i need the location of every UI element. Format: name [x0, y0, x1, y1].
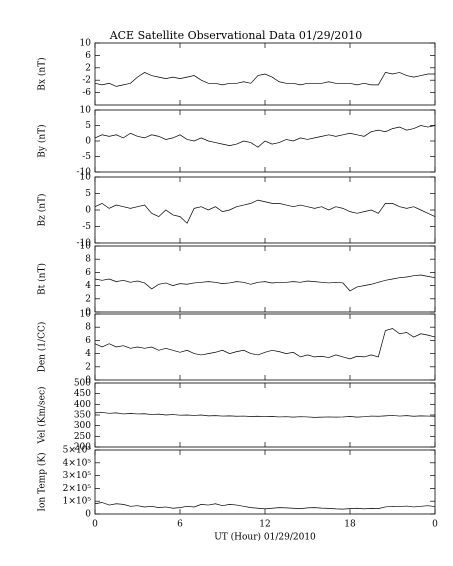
y-tick-label: -5: [82, 222, 91, 232]
y-tick-label: -2: [82, 76, 91, 86]
y-tick-label: 4: [85, 349, 91, 359]
data-line: [94, 274, 436, 292]
y-tick-label: 5: [85, 189, 91, 199]
y-tick-label: -10: [77, 168, 92, 178]
y-axis-label: Bx (nT): [37, 57, 48, 90]
y-tick-label: -5: [82, 152, 91, 162]
y-tick-label: 10: [80, 310, 92, 320]
data-line: [94, 328, 436, 360]
y-tick-label: 0: [85, 308, 91, 318]
y-tick-label: 2: [85, 63, 91, 73]
y-tick-label: 0: [85, 137, 91, 147]
x-tick-label: 0: [92, 520, 98, 530]
panel-frame: [94, 449, 436, 515]
x-tick-label: 0: [432, 520, 438, 530]
panel-frame: [94, 313, 436, 381]
y-axis-label: Bz (nT): [37, 193, 48, 226]
y-axis-label: Den (1/CC): [37, 322, 48, 373]
x-tick-label: 12: [259, 520, 270, 530]
y-tick-label: 300: [74, 421, 91, 431]
y-tick-label: 5×10⁵: [63, 446, 92, 456]
y-tick-label: 10: [80, 39, 92, 49]
y-tick-label: 8: [85, 323, 91, 333]
y-tick-label: 2: [85, 294, 91, 304]
x-tick-label: 18: [344, 520, 356, 530]
y-tick-label: 400: [74, 400, 91, 410]
y-tick-label: 10: [80, 173, 92, 183]
y-tick-label: 6: [85, 268, 91, 278]
y-tick-label: 4×10⁵: [63, 458, 92, 468]
y-tick-label: 3×10⁵: [63, 471, 92, 481]
y-tick-label: 0: [85, 206, 91, 216]
y-tick-label: 5: [85, 121, 91, 131]
y-tick-label: 1×10⁵: [63, 497, 92, 507]
data-line: [94, 72, 435, 87]
y-tick-label: -6: [82, 88, 91, 98]
data-line: [94, 502, 436, 510]
y-tick-label: 350: [74, 411, 91, 421]
x-axis-label: UT (Hour) 01/29/2010: [214, 532, 316, 543]
data-line: [94, 412, 436, 418]
panel-frame: [94, 245, 436, 313]
y-tick-label: 10: [80, 242, 92, 252]
y-tick-label: 250: [74, 432, 91, 442]
panel-frame: [94, 382, 436, 448]
panel-frame: [94, 176, 436, 244]
data-line: [94, 199, 436, 224]
y-tick-label: 0: [85, 510, 91, 520]
y-axis-label: By (nT): [37, 124, 48, 157]
y-tick-label: 0: [85, 376, 91, 386]
y-axis-label: Ion Temp (K): [37, 452, 48, 511]
chart-title: ACE Satellite Observational Data 01/29/2…: [109, 29, 363, 42]
y-tick-label: 10: [80, 106, 92, 116]
y-tick-label: -10: [77, 239, 92, 249]
y-tick-label: 6: [85, 336, 91, 346]
y-axis-label: Bt (nT): [37, 263, 48, 295]
y-tick-label: 8: [85, 255, 91, 265]
y-tick-label: 2: [85, 362, 91, 372]
data-line: [94, 125, 436, 148]
y-tick-label: 500: [74, 379, 91, 389]
y-tick-label: 200: [74, 443, 91, 453]
y-axis-label: Vel (Km/sec): [37, 386, 48, 444]
y-tick-label: 2×10⁵: [63, 484, 92, 494]
y-tick-label: 450: [74, 389, 91, 399]
y-tick-label: 4: [85, 281, 91, 291]
y-tick-label: 6: [85, 51, 91, 61]
x-tick-label: 6: [177, 520, 183, 530]
